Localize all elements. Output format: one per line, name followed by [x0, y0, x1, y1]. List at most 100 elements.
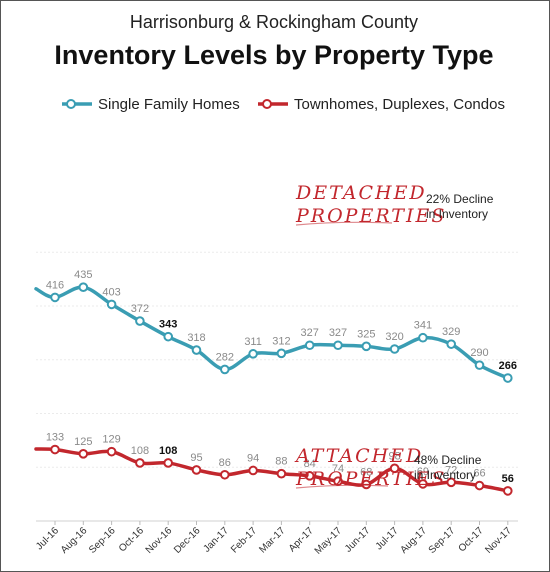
legend-label-townhomes: Townhomes, Duplexes, Condos [294, 95, 505, 113]
detached-label: DETACHED PROPERTIES [296, 182, 446, 228]
series-0-data-label-8: 312 [272, 335, 290, 347]
x-tick-label-14: Sep-17 [427, 525, 458, 556]
series-0-point-7 [248, 349, 258, 359]
series-1-data-label-9: 84 [304, 458, 316, 470]
series-1-point-5 [191, 465, 202, 475]
series-1-point-16 [503, 486, 513, 496]
series-0-data-label-3: 372 [131, 303, 149, 315]
attached-underline [295, 484, 389, 489]
series-1-point-2 [106, 446, 117, 457]
series-0-point-12 [389, 344, 400, 354]
series-0-point-16 [503, 373, 513, 383]
series-1-point-13 [418, 479, 428, 489]
legend-label-single-family: Single Family Homes [98, 95, 240, 113]
series-1-data-label-0: 133 [46, 432, 64, 444]
series-1-data-label-10: 74 [332, 463, 344, 475]
x-tick-label-8: Mar-17 [257, 525, 287, 555]
series-0-point-5 [191, 345, 202, 355]
attached-label: ATTACHED PROPERTIES [296, 445, 446, 491]
x-tick-label-3: Oct-16 [117, 525, 146, 554]
series-1-point-1 [78, 449, 89, 459]
series-0-point-13 [418, 332, 428, 343]
x-tick-label-6: Jan-17 [202, 525, 232, 555]
series-0-data-label-7: 311 [244, 336, 262, 348]
x-tick-label-5: Dec-16 [172, 525, 203, 556]
series-1-point-0 [50, 444, 60, 455]
series-0-point-3 [135, 316, 145, 326]
series-0-point-2 [106, 299, 117, 310]
detached-label-line2: PROPERTIES [296, 205, 447, 227]
legend-marker-townhomes [258, 99, 288, 109]
x-tick-label-12: Jul-17 [374, 525, 401, 552]
series-1-data-label-2: 129 [102, 434, 120, 446]
series-1-data-label-5: 95 [190, 452, 202, 464]
series-1-data-label-16: 56 [502, 473, 514, 485]
series-0-point-11 [361, 341, 372, 352]
series-1-data-label-11: 68 [360, 466, 372, 478]
series-0-data-label-2: 403 [102, 286, 120, 298]
series-0-data-label-10: 327 [329, 327, 347, 339]
x-tick-label-2: Sep-16 [87, 525, 118, 556]
series-0-point-1 [78, 282, 89, 292]
series-1-data-label-8: 88 [275, 456, 287, 468]
series-1-point-7 [248, 465, 258, 476]
series-1-point-6 [220, 469, 230, 480]
attached-note: 48% Decline in Inventory [414, 453, 481, 483]
series-1-data-label-7: 94 [247, 452, 259, 464]
x-tick-label-13: Aug-17 [398, 525, 429, 556]
series-1-point-4 [163, 458, 173, 468]
series-0-data-label-4: 343 [159, 319, 177, 331]
series-1-data-label-15: 66 [473, 468, 485, 480]
x-tick-label-7: Feb-17 [229, 525, 259, 555]
x-tick-label-16: Nov-17 [483, 525, 514, 556]
detached-note-line1: 22% Decline [426, 192, 494, 206]
attached-note-line1: 48% Decline [414, 453, 482, 467]
series-0-data-label-6: 282 [216, 351, 234, 363]
detached-label-line1: DETACHED [296, 182, 427, 204]
series-0-data-label-14: 329 [442, 326, 460, 338]
series-1-point-15 [474, 480, 485, 491]
series-0-point-6 [220, 364, 230, 375]
series-1-data-label-1: 125 [74, 436, 92, 448]
series-0-data-label-5: 318 [187, 332, 205, 344]
series-0-data-label-13: 341 [414, 320, 432, 332]
series-1-data-label-6: 86 [219, 457, 231, 469]
x-tick-label-1: Aug-16 [59, 525, 90, 556]
series-0-point-4 [163, 331, 173, 342]
series-0-data-label-16: 266 [499, 360, 517, 372]
series-1-point-3 [135, 458, 145, 468]
series-1-data-label-14: 72 [445, 464, 457, 476]
chart-subtitle: Harrisonburg & Rockingham County [129, 12, 419, 32]
series-1-point-14 [446, 477, 457, 488]
detached-note-line2: in Inventory [426, 207, 489, 221]
attached-label-line1: ATTACHED [296, 445, 424, 467]
x-tick-label-11: Jun-17 [343, 525, 373, 555]
series-1-point-8 [276, 468, 287, 479]
attached-note-line2: in Inventory [414, 468, 477, 482]
series-0-data-label-12: 320 [385, 331, 403, 343]
series-line-0 [34, 285, 510, 380]
x-tick-label-10: May-17 [313, 525, 345, 557]
x-tick-label-9: Apr-17 [287, 525, 316, 554]
series-1-point-12 [389, 463, 400, 474]
series-0-point-0 [50, 292, 60, 303]
legend-marker-single-family [62, 99, 92, 109]
chart-title: Inventory Levels by Property Type [54, 40, 494, 70]
series-0-point-10 [333, 340, 343, 351]
legend-item-single-family: Single Family Homes [60, 94, 240, 114]
series-0-data-label-0: 416 [46, 279, 64, 291]
series-1-point-11 [361, 479, 372, 490]
x-tick-label-15: Oct-17 [457, 525, 486, 554]
series-0-data-label-9: 327 [301, 327, 319, 339]
series-1-data-label-4: 108 [159, 445, 177, 457]
series-0-point-8 [276, 348, 287, 359]
series-1-data-label-3: 108 [131, 445, 149, 457]
detached-underline [295, 221, 393, 226]
attached-label-line2: PROPERTIES [296, 468, 447, 490]
series-0-data-label-1: 435 [74, 269, 92, 281]
series-0-point-15 [474, 360, 485, 370]
series-0-point-14 [446, 339, 457, 349]
x-tick-label-4: Nov-16 [144, 525, 175, 556]
